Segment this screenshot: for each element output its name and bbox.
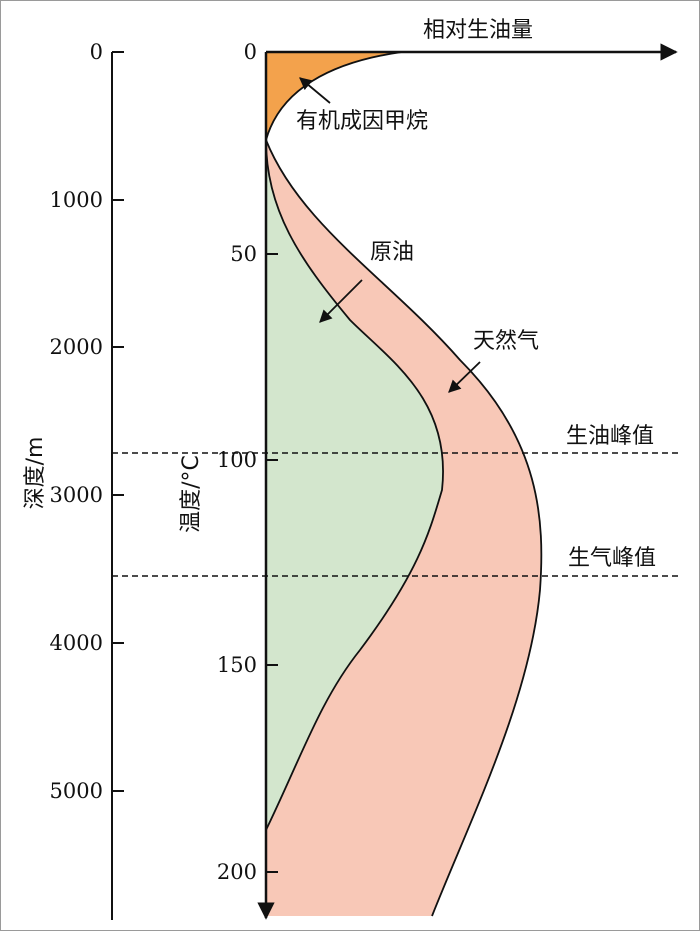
depth-tick-label: 0 bbox=[90, 40, 103, 64]
depth-tick-label: 2000 bbox=[50, 335, 103, 359]
depth-tick-label: 5000 bbox=[50, 779, 103, 803]
depth-axis-label: 深度/m bbox=[23, 437, 48, 510]
temp-tick-label: 150 bbox=[217, 653, 257, 677]
depth-tick-label: 3000 bbox=[50, 483, 103, 507]
temp-tick-label: 200 bbox=[217, 860, 257, 884]
oil-curve bbox=[265, 139, 444, 831]
oil-pointer-arrow bbox=[319, 279, 363, 323]
temp-tick-label: 50 bbox=[230, 242, 257, 266]
depth-tick-label: 4000 bbox=[50, 631, 103, 655]
yield-axis-label: 相对生油量 bbox=[423, 18, 533, 43]
temp-tick-label: 0 bbox=[244, 40, 257, 64]
methane-pointer-arrow bbox=[299, 77, 331, 104]
methane-label: 有机成因甲烷 bbox=[296, 109, 428, 134]
depth-tick-label: 1000 bbox=[50, 188, 103, 212]
methane-region bbox=[266, 52, 402, 140]
gas-region bbox=[266, 140, 542, 916]
gas-peak-label: 生气峰值 bbox=[568, 546, 656, 571]
gas-pointer-arrow bbox=[448, 361, 481, 393]
temperature-axis-label: 温度/°C bbox=[179, 455, 204, 533]
temp-tick-label: 100 bbox=[217, 448, 257, 472]
oil-label: 原油 bbox=[370, 240, 414, 265]
oil-peak-label: 生油峰值 bbox=[566, 424, 654, 449]
gas-label: 天然气 bbox=[473, 329, 539, 354]
gas-curve bbox=[265, 139, 543, 917]
oil-region bbox=[266, 140, 444, 830]
temperature-axis-ticks bbox=[266, 253, 278, 873]
depth-axis-ticks bbox=[112, 51, 124, 792]
